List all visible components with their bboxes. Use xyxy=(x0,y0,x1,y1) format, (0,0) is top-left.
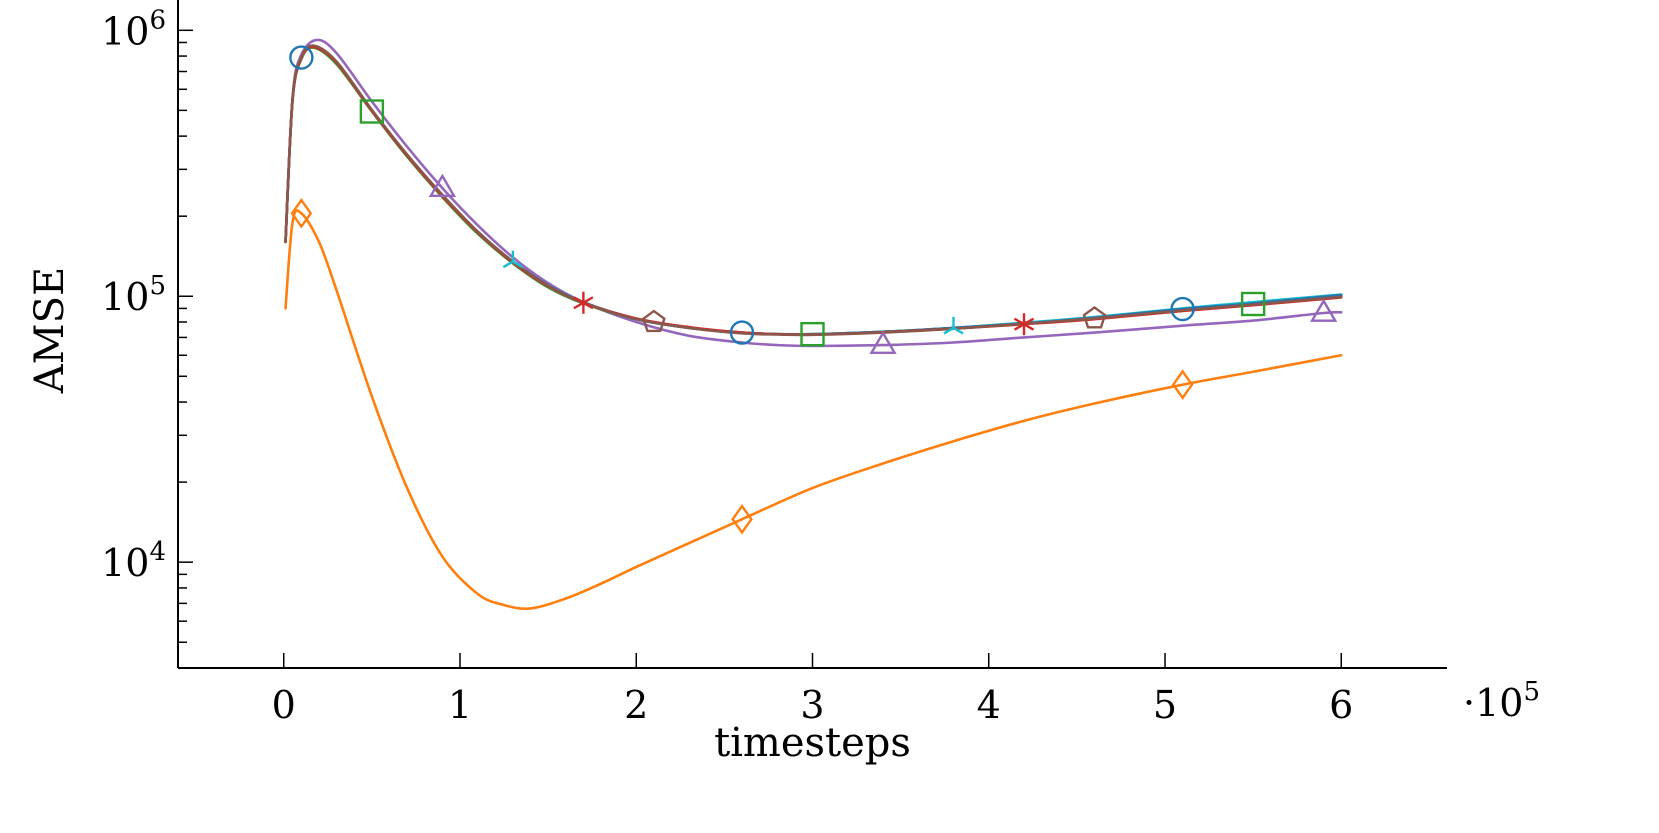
y-tick-label-0: 104 xyxy=(101,537,166,585)
x-tick-label-4: 4 xyxy=(977,683,1001,727)
x-tick-label-1: 1 xyxy=(448,683,472,727)
series-5-marker-1 xyxy=(1013,313,1035,336)
y-tick-label-base-1: 10 xyxy=(101,275,149,319)
series-0-marker-0 xyxy=(289,45,314,70)
x-axis-title: timesteps xyxy=(714,720,911,766)
y-tick-label-2: 106 xyxy=(101,5,166,53)
series-1-marker-2 xyxy=(1171,369,1194,400)
x-multiplier-exponent: 5 xyxy=(1523,677,1540,707)
series-4-marker-0 xyxy=(502,250,524,269)
series-3-marker-0 xyxy=(428,173,457,198)
y-tick-label-exp-0: 4 xyxy=(149,537,166,567)
x-tick-label-2: 2 xyxy=(624,683,648,727)
y-tick-label-exp-1: 5 xyxy=(149,271,166,301)
series-line-3 xyxy=(284,38,1343,348)
series-4-marker-1 xyxy=(943,316,964,335)
y-axis-title: AMSE xyxy=(27,267,73,394)
series-3-marker-2 xyxy=(1309,298,1338,322)
y-tick-label-base-0: 10 xyxy=(101,541,149,585)
plot-markers xyxy=(289,45,1338,535)
y-tick-label-exp-2: 6 xyxy=(149,5,166,35)
series-2-marker-1 xyxy=(800,321,825,347)
y-tick-label-1: 105 xyxy=(101,271,166,319)
y-tick-label-base-2: 10 xyxy=(101,9,149,53)
series-0-marker-2 xyxy=(1170,296,1195,322)
x-axis-multiplier-label: ·105 xyxy=(1463,677,1540,725)
plot-series xyxy=(284,38,1343,610)
x-tick-label-3: 3 xyxy=(800,683,824,727)
series-1-marker-0 xyxy=(290,198,313,229)
series-6-marker-0 xyxy=(641,309,666,333)
series-1-marker-1 xyxy=(731,503,753,535)
series-2-marker-2 xyxy=(1240,291,1266,317)
series-line-1 xyxy=(284,209,1343,610)
series-3-marker-1 xyxy=(869,330,897,355)
series-5-marker-0 xyxy=(573,291,594,314)
series-0-marker-1 xyxy=(729,320,755,345)
x-tick-label-0: 0 xyxy=(272,683,296,727)
x-tick-label-5: 5 xyxy=(1153,683,1177,727)
series-2-marker-0 xyxy=(359,99,385,124)
x-tick-label-6: 6 xyxy=(1329,683,1353,727)
x-multiplier-base: ·10 xyxy=(1463,681,1523,725)
series-6-marker-1 xyxy=(1082,305,1107,329)
series-line-6 xyxy=(284,44,1343,337)
